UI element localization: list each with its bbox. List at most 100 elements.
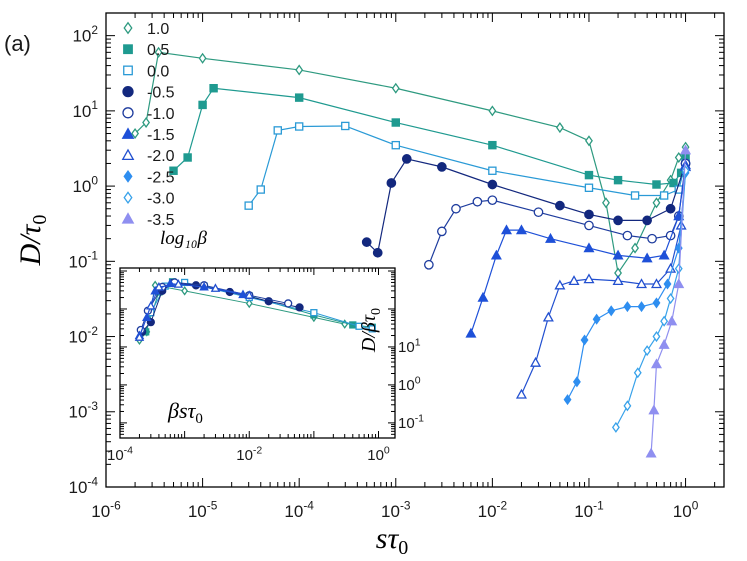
data-point <box>642 215 652 226</box>
data-point <box>487 179 498 190</box>
data-point <box>673 278 685 289</box>
y-tick-label: 10-2 <box>69 324 99 347</box>
data-point <box>602 197 610 209</box>
data-point <box>477 291 489 302</box>
data-point <box>674 263 683 275</box>
x-tick-label: 10-2 <box>236 444 262 464</box>
data-point <box>294 122 304 131</box>
data-point <box>650 278 662 289</box>
series-8 <box>611 165 690 433</box>
data-point <box>487 195 498 206</box>
data-point <box>647 233 657 244</box>
series-4 <box>424 158 691 270</box>
data-point <box>584 220 594 231</box>
data-point <box>658 249 670 260</box>
legend-label: -3.5 <box>147 212 175 229</box>
series-line <box>520 166 687 395</box>
main-y-ticks: 10-4 10-3 10-2 10-1 100 101 102 <box>69 12 724 497</box>
data-point <box>244 201 253 210</box>
data-point <box>554 279 566 290</box>
data-point <box>530 356 542 367</box>
y-tick-label: 101 <box>398 336 421 356</box>
series-line <box>138 283 250 338</box>
series-line <box>428 163 687 265</box>
x-axis-label-subscript: 0 <box>398 537 408 559</box>
data-point <box>355 322 363 330</box>
legend-item: -2.0 <box>121 148 175 165</box>
data-point <box>472 196 483 207</box>
data-point <box>623 301 632 313</box>
data-point <box>583 242 595 253</box>
data-point <box>361 237 372 247</box>
data-point <box>183 153 192 162</box>
data-point <box>368 325 376 333</box>
data-point <box>465 327 477 338</box>
data-point <box>142 116 151 129</box>
series-line <box>366 158 687 254</box>
main-plot-frame <box>105 12 725 488</box>
data-point <box>295 64 304 76</box>
data-point <box>669 178 678 188</box>
data-point <box>563 394 572 406</box>
data-point <box>146 300 156 310</box>
data-point <box>545 232 557 243</box>
data-point <box>666 293 675 305</box>
data-point <box>173 279 184 288</box>
inset-series <box>134 278 376 346</box>
data-point <box>131 127 140 140</box>
data-point <box>273 126 282 135</box>
data-point <box>680 144 692 155</box>
legend-label: 0.0 <box>147 63 169 80</box>
data-point <box>372 247 383 258</box>
data-point <box>245 298 253 309</box>
legend-marker <box>121 148 135 161</box>
data-point <box>191 281 201 290</box>
legend-item: -3.5 <box>121 212 175 229</box>
legend-item: -2.5 <box>123 169 175 186</box>
data-point <box>568 275 580 286</box>
data-point <box>134 332 145 341</box>
data-point <box>612 275 624 286</box>
data-point <box>401 154 412 164</box>
data-point <box>666 315 678 326</box>
series-3 <box>361 154 691 258</box>
data-point <box>643 345 652 357</box>
data-point <box>451 203 461 214</box>
series-line <box>141 282 300 333</box>
legend-marker <box>122 107 134 119</box>
data-point <box>555 200 565 211</box>
data-point <box>584 183 594 192</box>
data-point <box>583 273 595 284</box>
legend-item: -0.5 <box>122 85 175 102</box>
series-9 <box>645 144 692 458</box>
legend-label: 1.0 <box>147 21 169 38</box>
y-tick-label: 102 <box>72 23 98 46</box>
x-tick-label: 10-2 <box>478 498 508 521</box>
y-tick-label: 101 <box>72 98 98 121</box>
x-tick-label: 10-6 <box>91 498 121 521</box>
data-point <box>488 166 497 175</box>
data-point <box>424 259 434 270</box>
legend-marker <box>122 85 134 98</box>
inset-x-axis-label-subscript: 0 <box>195 411 203 427</box>
series-line <box>248 125 687 206</box>
data-point <box>515 388 527 399</box>
data-point <box>341 121 350 131</box>
legend-item: -1.0 <box>122 106 175 123</box>
series-7 <box>563 167 690 406</box>
main-plot: 10-6 10-5 10-4 10-3 10-2 10-1 100 10-4 10-3 10-2… <box>69 12 725 521</box>
data-point <box>645 447 657 458</box>
x-axis-label-main: sτ <box>376 522 400 555</box>
data-point <box>391 140 401 150</box>
data-point <box>652 197 661 209</box>
data-point <box>555 122 564 134</box>
data-point <box>154 281 164 291</box>
legend-item: 1.0 <box>123 21 169 38</box>
data-point <box>572 376 581 388</box>
series-5 <box>465 159 692 338</box>
data-point <box>310 309 318 317</box>
data-point <box>584 170 594 180</box>
inset-y-axis-label-main: D/βτ <box>358 314 380 353</box>
data-point <box>658 338 670 349</box>
